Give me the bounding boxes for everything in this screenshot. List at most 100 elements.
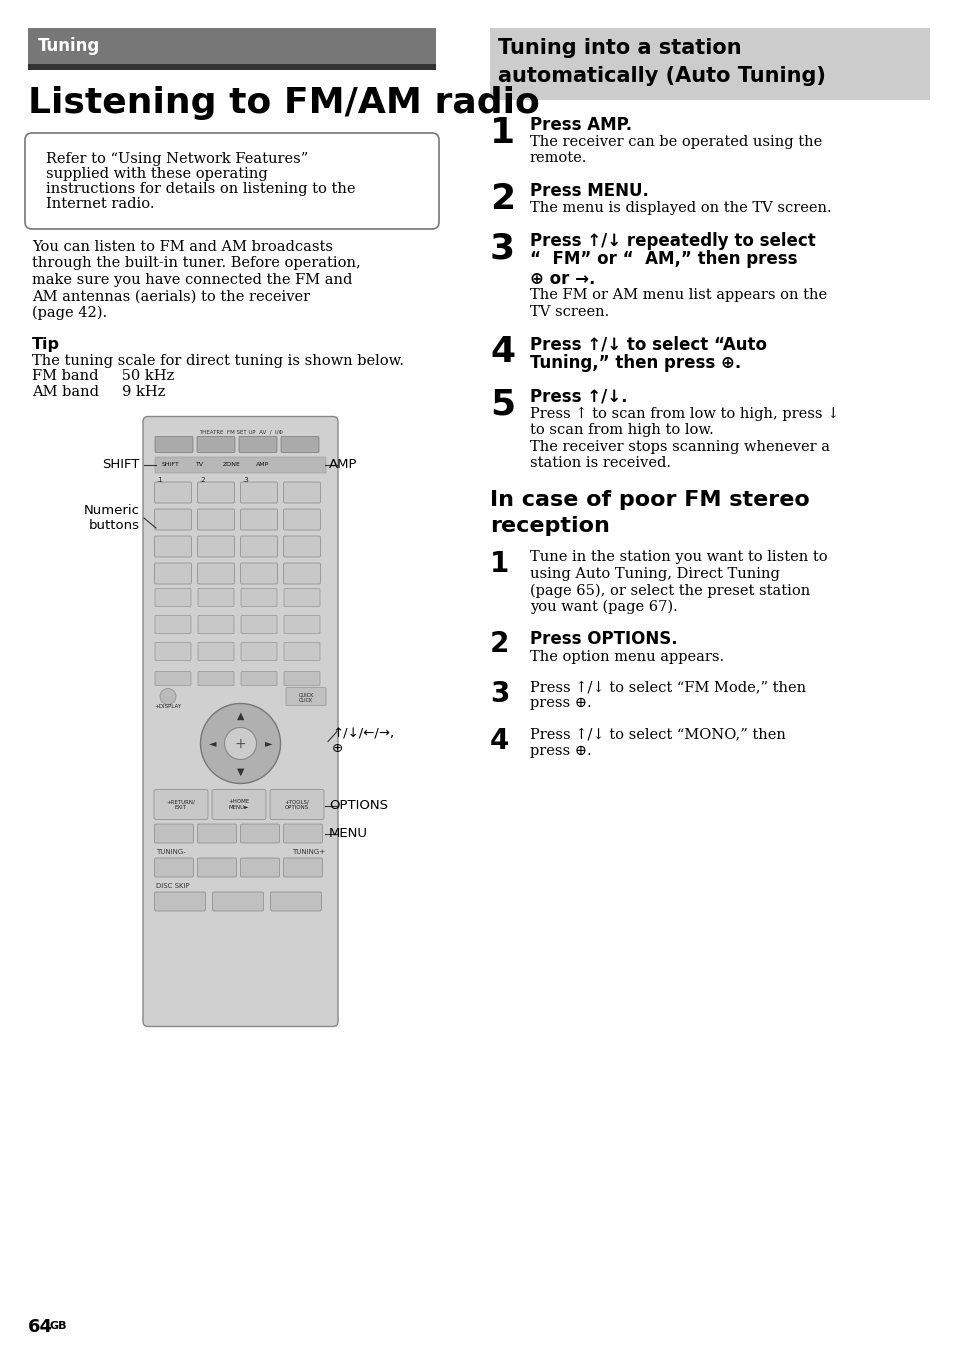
- Text: SHIFT: SHIFT: [162, 462, 180, 466]
- Text: Tip: Tip: [32, 337, 60, 352]
- Text: .1: .1: [156, 477, 163, 484]
- FancyBboxPatch shape: [283, 859, 322, 877]
- FancyBboxPatch shape: [240, 483, 277, 503]
- Text: +DISPLAY: +DISPLAY: [154, 704, 181, 710]
- FancyBboxPatch shape: [154, 483, 192, 503]
- Text: “  FM” or “  AM,” then press: “ FM” or “ AM,” then press: [530, 250, 797, 269]
- Text: Press ↑ to scan from low to high, press ↓: Press ↑ to scan from low to high, press …: [530, 407, 839, 420]
- Circle shape: [224, 727, 256, 760]
- Text: press ⊕.: press ⊕.: [530, 744, 591, 757]
- Text: to scan from high to low.: to scan from high to low.: [530, 423, 713, 437]
- Text: instructions for details on listening to the: instructions for details on listening to…: [46, 183, 355, 196]
- Text: (page 65), or select the preset station: (page 65), or select the preset station: [530, 584, 809, 598]
- FancyBboxPatch shape: [153, 790, 208, 819]
- FancyBboxPatch shape: [240, 535, 277, 557]
- FancyBboxPatch shape: [283, 823, 322, 844]
- Text: ▼: ▼: [236, 767, 244, 776]
- FancyBboxPatch shape: [283, 483, 320, 503]
- FancyBboxPatch shape: [198, 672, 233, 685]
- Text: TUNING-: TUNING-: [156, 849, 186, 856]
- Text: AMP: AMP: [329, 458, 357, 470]
- Text: The receiver can be operated using the: The receiver can be operated using the: [530, 135, 821, 149]
- FancyBboxPatch shape: [241, 672, 276, 685]
- FancyBboxPatch shape: [241, 615, 276, 634]
- FancyBboxPatch shape: [240, 562, 277, 584]
- Text: automatically (Auto Tuning): automatically (Auto Tuning): [497, 66, 825, 87]
- Text: +: +: [234, 737, 246, 750]
- Text: Internet radio.: Internet radio.: [46, 197, 154, 211]
- FancyBboxPatch shape: [154, 615, 191, 634]
- FancyBboxPatch shape: [240, 508, 277, 530]
- FancyBboxPatch shape: [197, 562, 234, 584]
- Text: 1: 1: [490, 550, 509, 579]
- Text: ⊕ or →.: ⊕ or →.: [530, 269, 595, 288]
- FancyBboxPatch shape: [196, 437, 234, 453]
- Text: Refer to “Using Network Features”: Refer to “Using Network Features”: [46, 151, 308, 166]
- Text: 3: 3: [490, 680, 509, 708]
- Text: The receiver stops scanning whenever a: The receiver stops scanning whenever a: [530, 439, 829, 453]
- FancyBboxPatch shape: [284, 672, 319, 685]
- Text: through the built-in tuner. Before operation,: through the built-in tuner. Before opera…: [32, 257, 360, 270]
- FancyBboxPatch shape: [284, 642, 319, 661]
- FancyBboxPatch shape: [197, 483, 234, 503]
- Text: MENU: MENU: [329, 827, 368, 840]
- Text: .3: .3: [242, 477, 249, 484]
- Text: press ⊕.: press ⊕.: [530, 696, 591, 711]
- FancyBboxPatch shape: [197, 859, 236, 877]
- FancyBboxPatch shape: [154, 672, 191, 685]
- FancyBboxPatch shape: [283, 535, 320, 557]
- FancyBboxPatch shape: [154, 892, 205, 911]
- FancyBboxPatch shape: [154, 508, 192, 530]
- Text: using Auto Tuning, Direct Tuning: using Auto Tuning, Direct Tuning: [530, 566, 779, 581]
- Text: 5: 5: [490, 388, 515, 422]
- FancyBboxPatch shape: [197, 823, 236, 844]
- Text: 64: 64: [28, 1318, 53, 1336]
- FancyBboxPatch shape: [284, 588, 319, 607]
- FancyBboxPatch shape: [241, 642, 276, 661]
- FancyBboxPatch shape: [197, 508, 234, 530]
- Text: you want (page 67).: you want (page 67).: [530, 600, 677, 614]
- Text: +HOME
MENU►: +HOME MENU►: [228, 799, 250, 810]
- Text: AMP: AMP: [255, 462, 269, 466]
- FancyBboxPatch shape: [154, 562, 192, 584]
- Text: 1: 1: [490, 116, 515, 150]
- Text: Tune in the station you want to listen to: Tune in the station you want to listen t…: [530, 550, 827, 565]
- Text: (page 42).: (page 42).: [32, 306, 107, 320]
- FancyBboxPatch shape: [271, 892, 321, 911]
- FancyBboxPatch shape: [197, 535, 234, 557]
- FancyBboxPatch shape: [240, 823, 279, 844]
- FancyBboxPatch shape: [241, 588, 276, 607]
- Text: ▲: ▲: [236, 711, 244, 721]
- FancyBboxPatch shape: [143, 416, 337, 1026]
- Circle shape: [200, 703, 280, 784]
- Text: 2: 2: [490, 630, 509, 658]
- Text: SHIFT: SHIFT: [103, 458, 140, 470]
- FancyBboxPatch shape: [154, 457, 326, 472]
- FancyBboxPatch shape: [286, 688, 326, 706]
- Text: In case of poor FM stereo: In case of poor FM stereo: [490, 491, 809, 511]
- Text: supplied with these operating: supplied with these operating: [46, 168, 268, 181]
- FancyBboxPatch shape: [212, 790, 266, 819]
- Text: TUNING+: TUNING+: [292, 849, 325, 856]
- Text: ◄: ◄: [209, 738, 216, 749]
- Text: ↑/↓/←/→,
⊕: ↑/↓/←/→, ⊕: [332, 727, 394, 756]
- Text: 2: 2: [490, 183, 515, 216]
- Text: Numeric
buttons: Numeric buttons: [84, 504, 140, 531]
- FancyBboxPatch shape: [154, 859, 193, 877]
- Text: TV: TV: [195, 462, 204, 466]
- FancyBboxPatch shape: [283, 562, 320, 584]
- Text: QUICK
CLICK: QUICK CLICK: [298, 692, 314, 703]
- Text: AM antennas (aerials) to the receiver: AM antennas (aerials) to the receiver: [32, 289, 310, 303]
- Text: 4: 4: [490, 727, 509, 754]
- Text: OPTIONS: OPTIONS: [329, 799, 388, 813]
- FancyBboxPatch shape: [198, 642, 233, 661]
- Text: Listening to FM/AM radio: Listening to FM/AM radio: [28, 87, 539, 120]
- FancyBboxPatch shape: [240, 859, 279, 877]
- Text: remote.: remote.: [530, 151, 587, 165]
- Text: Press MENU.: Press MENU.: [530, 183, 648, 200]
- FancyBboxPatch shape: [25, 132, 438, 228]
- Text: Press ↑/↓ to select “FM Mode,” then: Press ↑/↓ to select “FM Mode,” then: [530, 680, 805, 694]
- FancyBboxPatch shape: [213, 892, 263, 911]
- FancyBboxPatch shape: [284, 615, 319, 634]
- Text: 4: 4: [490, 335, 515, 369]
